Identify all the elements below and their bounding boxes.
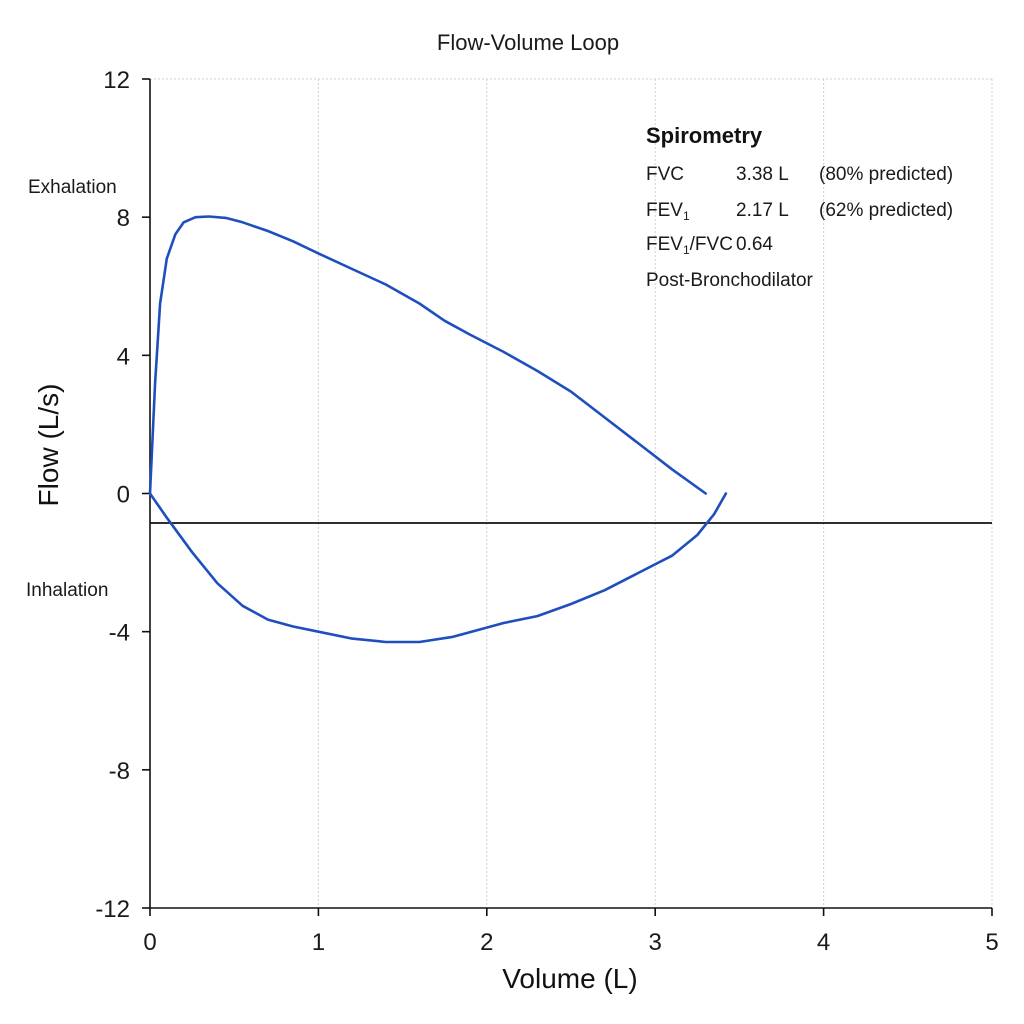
inhalation-label: Inhalation [26, 580, 108, 601]
fev1-label-main: FEV [646, 200, 683, 221]
fev1-label-subscript: 1 [683, 209, 690, 223]
exhalation-label: Exhalation [28, 177, 117, 198]
x-tick-label-5: 5 [985, 929, 998, 956]
ratio-label-subscript: 1 [683, 243, 690, 257]
fev1-value: 2.17 L [736, 200, 789, 221]
fev1-predicted: (62% predicted) [819, 200, 953, 221]
series-group [148, 215, 728, 644]
spirometry-annotation: Spirometry FVC 3.38 L (80% predicted) FE… [646, 123, 953, 291]
y-tick-label-5: -8 [109, 758, 130, 785]
x-tick-label-3: 3 [649, 929, 662, 956]
fev1-label: FEV1 [646, 200, 690, 223]
fvc-label: FVC [646, 164, 684, 185]
post-bronchodilator-note: Post-Bronchodilator [646, 270, 814, 291]
grid [150, 78, 993, 908]
fvc-predicted: (80% predicted) [819, 164, 953, 185]
fvc-value: 3.38 L [736, 164, 789, 185]
x-tick-label-0: 0 [143, 929, 156, 956]
y-tick-label-2: 4 [117, 343, 130, 370]
y-axis-label: Flow (L/s) [33, 384, 64, 507]
y-tick-label-6: -12 [95, 896, 130, 923]
ratio-label-suffix: /FVC [690, 234, 733, 255]
y-tick-label-3: 0 [117, 482, 130, 509]
inspiratory-curve [148, 492, 728, 644]
x-tick-label-4: 4 [817, 929, 830, 956]
y-tick-label-0: 12 [103, 67, 130, 94]
ratio-value: 0.64 [736, 234, 773, 255]
ratio-label-main: FEV [646, 234, 683, 255]
y-tick-label-4: -4 [109, 620, 130, 647]
expiratory-curve [148, 215, 707, 495]
y-tick-label-1: 8 [117, 205, 130, 232]
x-axis-label: Volume (L) [502, 963, 637, 994]
annotation-heading: Spirometry [646, 123, 763, 148]
x-tick-label-1: 1 [312, 929, 325, 956]
ratio-label: FEV1/FVC [646, 234, 733, 257]
x-tick-label-2: 2 [480, 929, 493, 956]
chart-title: Flow-Volume Loop [437, 30, 619, 55]
